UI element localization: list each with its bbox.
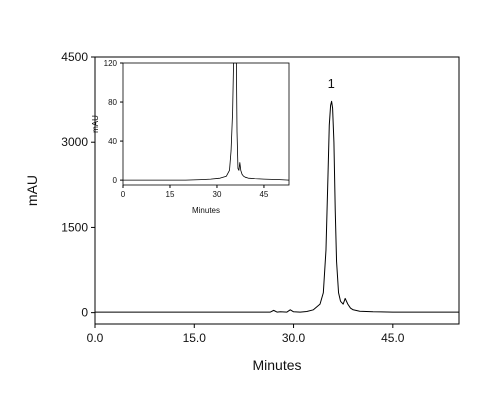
main-x-tick-label: 0.0 (87, 331, 104, 345)
inset-y-tick-label: 40 (108, 137, 117, 146)
inset-plot-frame (122, 62, 290, 186)
inset-x-tick-label: 0 (121, 190, 126, 199)
main-series-line-0 (95, 100, 459, 313)
inset-y-tick-label: 0 (113, 176, 118, 185)
inset-y-tick-label: 120 (104, 59, 118, 68)
inset-chart: 0 15 30 45 0 40 80 120 Minutes mAU (91, 59, 290, 215)
inset-y-axis-label: mAU (91, 115, 100, 133)
inset-x-axis-label: Minutes (192, 206, 220, 215)
main-y-tick-label: 3000 (61, 135, 88, 149)
inset-y-tick-label: 80 (108, 98, 117, 107)
main-y-axis-label: mAU (24, 175, 40, 206)
inset-x-tick-label: 30 (213, 190, 222, 199)
main-x-tick-label: 30.0 (282, 331, 306, 345)
inset-series-line-0 (123, 63, 289, 181)
main-peak-label: 1 (328, 76, 335, 91)
main-y-tick-label: 0 (81, 306, 88, 320)
main-y-tick-label: 4500 (61, 50, 88, 64)
main-x-tick-label: 15.0 (183, 331, 207, 345)
main-x-axis-label: Minutes (252, 357, 301, 373)
inset-x-tick-label: 15 (166, 190, 175, 199)
main-y-tick-label: 1500 (61, 220, 88, 234)
main-x-tick-label: 45.0 (381, 331, 405, 345)
inset-x-tick-label: 45 (259, 190, 268, 199)
